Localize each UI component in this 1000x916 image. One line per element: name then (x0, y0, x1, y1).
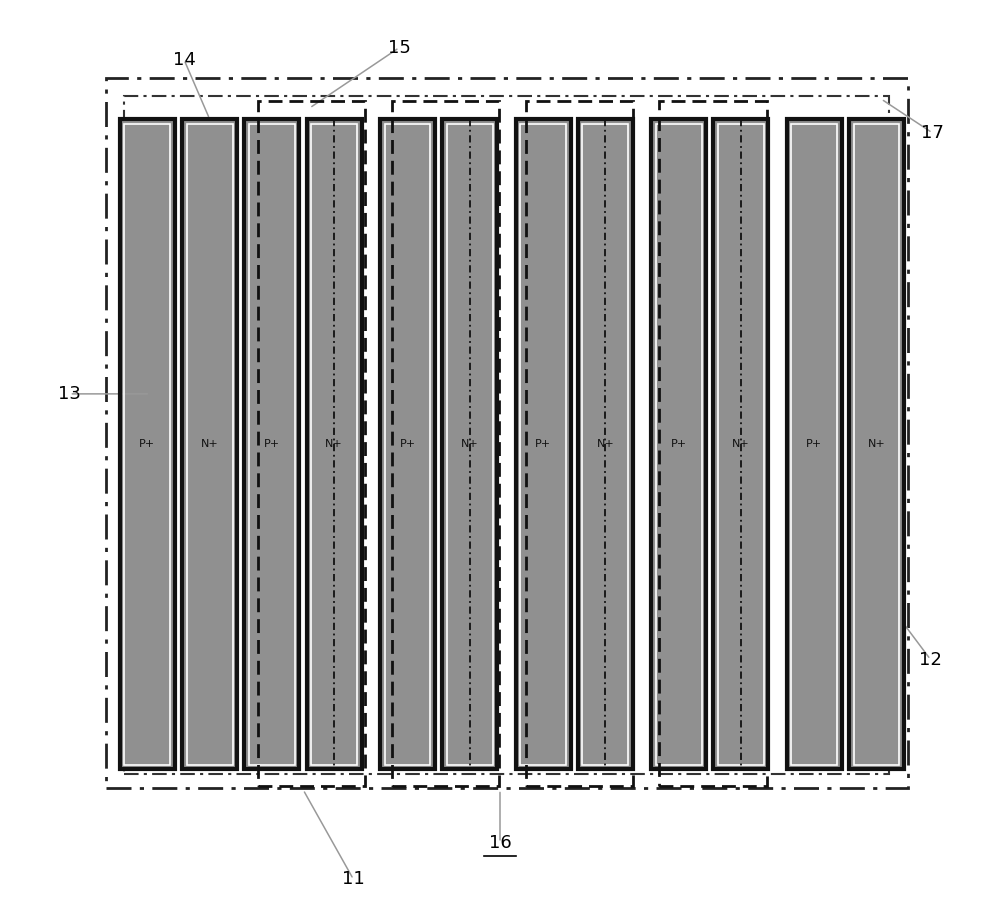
Text: N+: N+ (325, 440, 343, 449)
Bar (578, 119, 633, 769)
Bar (311, 124, 357, 765)
Bar (651, 119, 706, 769)
Bar (182, 119, 237, 769)
Bar (120, 119, 175, 769)
Text: P+: P+ (535, 440, 551, 449)
Bar (442, 119, 497, 769)
Bar (249, 124, 295, 765)
Bar (182, 119, 237, 769)
Bar (392, 101, 499, 786)
Bar (791, 124, 837, 765)
Text: 12: 12 (919, 650, 942, 669)
Bar (526, 101, 633, 786)
Bar (659, 101, 767, 786)
Bar (106, 78, 908, 788)
Bar (120, 119, 175, 769)
Bar (258, 101, 365, 786)
Bar (244, 119, 299, 769)
Text: N+: N+ (201, 440, 219, 449)
Bar (307, 119, 362, 769)
Text: N+: N+ (461, 440, 479, 449)
Bar (849, 119, 904, 769)
Text: N+: N+ (732, 440, 750, 449)
Bar (516, 119, 571, 769)
Bar (516, 119, 571, 769)
Bar (307, 119, 362, 769)
Text: 17: 17 (921, 124, 944, 142)
Bar (124, 124, 170, 765)
Text: 13: 13 (58, 385, 81, 403)
Bar (124, 96, 889, 774)
Text: P+: P+ (399, 440, 416, 449)
Bar (385, 124, 430, 765)
Bar (582, 124, 628, 765)
Bar (656, 124, 702, 765)
Text: P+: P+ (806, 440, 822, 449)
Bar (520, 124, 566, 765)
Bar (849, 119, 904, 769)
Bar (442, 119, 497, 769)
Text: 16: 16 (489, 834, 511, 852)
Bar (718, 124, 764, 765)
Text: 11: 11 (342, 870, 365, 889)
Text: P+: P+ (139, 440, 155, 449)
Text: N+: N+ (868, 440, 885, 449)
Bar (447, 124, 493, 765)
Bar (713, 119, 768, 769)
Text: P+: P+ (671, 440, 687, 449)
Text: 15: 15 (388, 38, 411, 57)
Bar (380, 119, 435, 769)
Bar (187, 124, 233, 765)
Bar (578, 119, 633, 769)
Bar (787, 119, 842, 769)
Bar (854, 124, 899, 765)
Text: 14: 14 (173, 50, 195, 69)
Bar (713, 119, 768, 769)
Bar (244, 119, 299, 769)
Bar (651, 119, 706, 769)
Bar (787, 119, 842, 769)
Text: P+: P+ (264, 440, 280, 449)
Text: N+: N+ (596, 440, 614, 449)
Bar (380, 119, 435, 769)
